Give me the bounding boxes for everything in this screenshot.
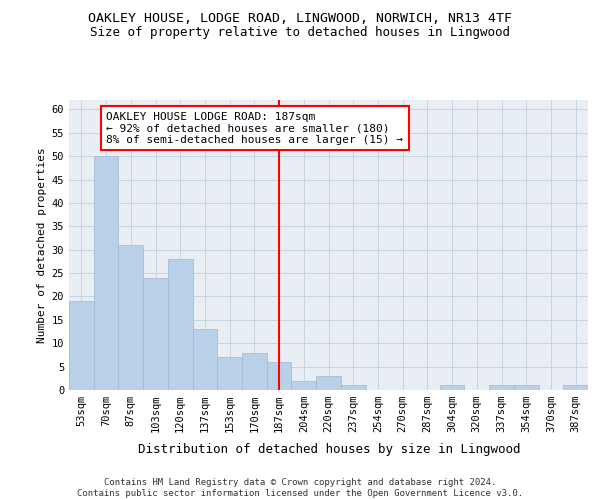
Bar [563,386,588,390]
Y-axis label: Number of detached properties: Number of detached properties [37,147,47,343]
Bar [316,376,341,390]
Bar [489,386,514,390]
Text: Contains HM Land Registry data © Crown copyright and database right 2024.
Contai: Contains HM Land Registry data © Crown c… [77,478,523,498]
Bar [514,386,539,390]
Bar [440,386,464,390]
Bar [267,362,292,390]
Bar [193,329,217,390]
Bar [242,352,267,390]
Bar [69,301,94,390]
Text: Size of property relative to detached houses in Lingwood: Size of property relative to detached ho… [90,26,510,39]
Bar [143,278,168,390]
Bar [341,386,365,390]
Bar [94,156,118,390]
Bar [168,259,193,390]
Text: OAKLEY HOUSE LODGE ROAD: 187sqm
← 92% of detached houses are smaller (180)
8% of: OAKLEY HOUSE LODGE ROAD: 187sqm ← 92% of… [106,112,403,145]
Text: OAKLEY HOUSE, LODGE ROAD, LINGWOOD, NORWICH, NR13 4TF: OAKLEY HOUSE, LODGE ROAD, LINGWOOD, NORW… [88,12,512,26]
Bar [292,380,316,390]
Text: Distribution of detached houses by size in Lingwood: Distribution of detached houses by size … [137,442,520,456]
Bar [217,358,242,390]
Bar [118,245,143,390]
